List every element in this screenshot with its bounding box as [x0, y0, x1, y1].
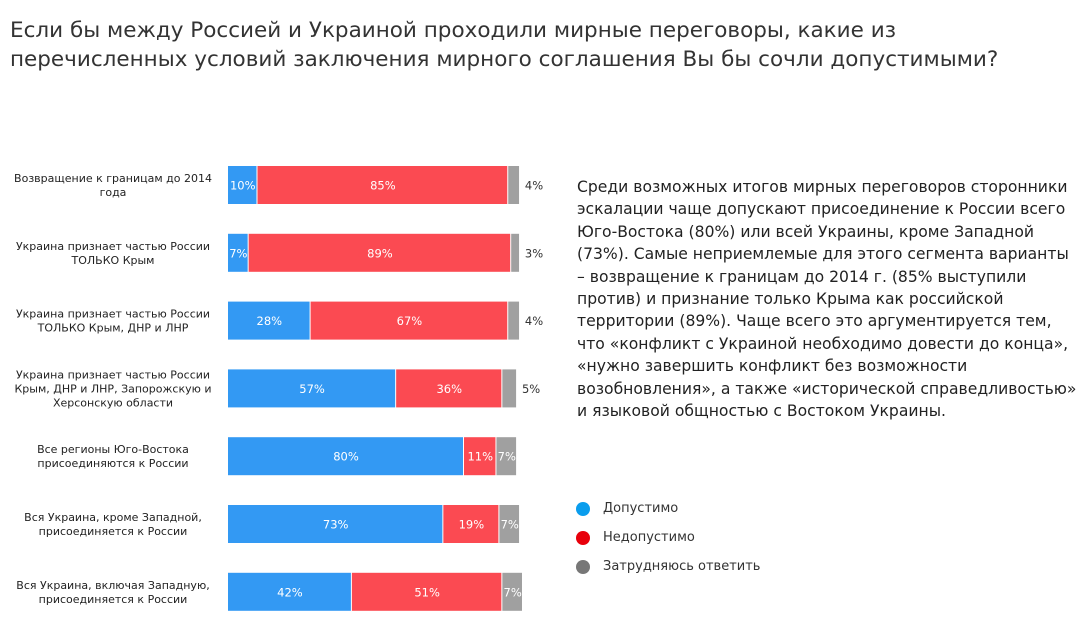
- category-label: Украина признает частью России ТОЛЬКО Кры…: [16, 308, 210, 335]
- bar-segment-undecided: [496, 437, 517, 476]
- bar-segment-acceptable: [228, 505, 443, 543]
- data-label: 7%: [501, 518, 519, 532]
- bar-segment-unacceptable: [396, 369, 502, 408]
- data-label: 4%: [525, 179, 543, 193]
- bar-segment-unacceptable: [351, 572, 502, 611]
- data-label: 89%: [367, 246, 393, 260]
- data-label: 51%: [414, 585, 440, 599]
- bar-segment-unacceptable: [464, 437, 496, 476]
- legend-label: Затрудняюсь ответить: [603, 559, 761, 574]
- data-label: 3%: [525, 246, 543, 260]
- bar-segment-undecided: [508, 166, 520, 204]
- description-text: Среди возможных итогов мирных переговоро…: [577, 178, 1077, 421]
- category-label: Возвращение к границам до 2014 года: [14, 172, 212, 199]
- data-label: 11%: [467, 450, 493, 464]
- chart-title: Если бы между Россией и Украиной проходи…: [10, 18, 999, 72]
- data-label: 36%: [436, 382, 462, 396]
- legend-item-unacceptable: Недопустимо: [576, 523, 760, 552]
- bar-segment-acceptable: [228, 233, 248, 272]
- legend-item-acceptable: Допустимо: [576, 494, 760, 523]
- legend-label: Допустимо: [603, 501, 679, 516]
- category-label: Вся Украина, кроме Западной, присоединяет…: [24, 511, 202, 538]
- data-label: 4%: [525, 314, 543, 328]
- bar-segment-acceptable: [228, 166, 257, 204]
- bar-segment-unacceptable: [310, 301, 508, 340]
- legend-dot-icon: [576, 501, 590, 516]
- bar-segment-undecided: [502, 369, 517, 408]
- data-label: 7%: [504, 585, 522, 599]
- legend-dot-icon: [576, 559, 590, 574]
- category-label: Украина признает частью России Крым, ДНР …: [14, 368, 211, 409]
- bar-segment-undecided: [511, 233, 520, 272]
- data-label: 5%: [522, 382, 540, 396]
- category-label: Все регионы Юго-Востока присоединяются к …: [37, 443, 189, 470]
- data-label: 67%: [397, 314, 423, 328]
- category-label: Украина признает частью России ТОЛЬКО Кры…: [16, 240, 210, 267]
- bar-segment-undecided: [499, 505, 520, 543]
- legend: Допустимо Недопустимо Затрудняюсь ответи…: [576, 494, 760, 581]
- data-label: 7%: [498, 450, 516, 464]
- data-label: 28%: [257, 314, 283, 328]
- bar-segment-acceptable: [228, 437, 463, 476]
- data-label: 85%: [370, 179, 396, 193]
- data-label: 10%: [230, 179, 256, 193]
- data-label: 19%: [459, 518, 485, 532]
- data-label: 7%: [229, 246, 247, 260]
- bar-segment-undecided: [502, 572, 522, 611]
- bar-segment-unacceptable: [257, 166, 508, 204]
- bar-segment-undecided: [508, 301, 520, 340]
- bar-segment-acceptable: [228, 301, 310, 340]
- stacked-bar-chart: Возвращение к границам до 2014 года 10% 85%…: [14, 166, 543, 611]
- bar-segment-acceptable: [228, 572, 351, 611]
- data-label: 42%: [277, 585, 303, 599]
- category-label: Вся Украина, включая Западную, присоединя…: [16, 579, 209, 606]
- legend-item-undecided: Затрудняюсь ответить: [576, 552, 760, 581]
- data-label: 57%: [299, 382, 325, 396]
- data-label: 73%: [323, 518, 349, 532]
- data-label: 80%: [333, 450, 359, 464]
- bar-segment-unacceptable: [443, 505, 499, 543]
- bar-segment-unacceptable: [248, 233, 511, 272]
- legend-label: Недопустимо: [603, 530, 695, 545]
- legend-dot-icon: [576, 530, 590, 545]
- bar-segment-acceptable: [228, 369, 396, 408]
